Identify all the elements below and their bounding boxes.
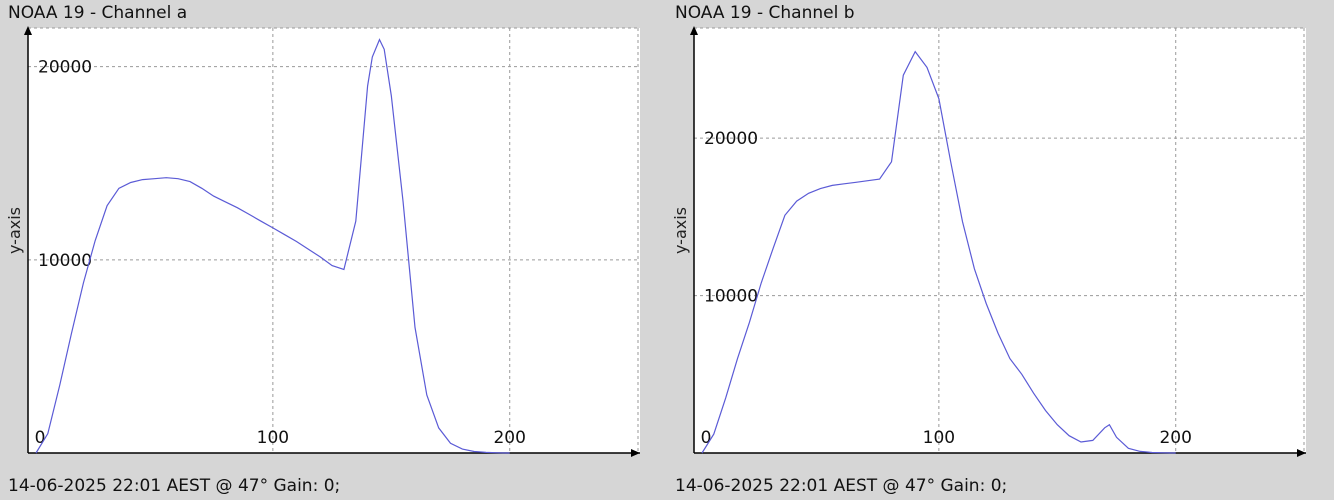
y-axis-arrow	[24, 26, 32, 35]
plot-area	[28, 28, 640, 453]
x-tick-label: 0	[701, 428, 712, 448]
plot-area	[694, 28, 1306, 453]
x-axis-arrow	[1297, 449, 1306, 457]
status-footer: 14-06-2025 22:01 AEST @ 47° Gain: 0;	[675, 476, 1008, 496]
chart-title: NOAA 19 - Channel b	[675, 3, 855, 23]
chart-plot-channel-b: 0 100 200 10000 20000 y-axis	[671, 26, 1306, 457]
y-axis-arrow	[690, 26, 698, 35]
x-tick-label: 100	[923, 428, 955, 448]
status-footer: 14-06-2025 22:01 AEST @ 47° Gain: 0;	[8, 476, 341, 496]
chart-panel-channel-b: NOAA 19 - Channel b 0 100 200 10000 20000 y-a…	[667, 0, 1334, 500]
y-tick-label: 10000	[704, 287, 758, 307]
chart-panel-channel-a: NOAA 19 - Channel a 0 100 200 10000 20000 y-a…	[5, 3, 640, 496]
series-line	[701, 50, 1176, 454]
x-tick-label: 0	[35, 428, 46, 448]
y-tick-label: 10000	[38, 251, 92, 271]
x-tick-label: 200	[1159, 428, 1191, 448]
y-tick-label: 20000	[38, 58, 92, 78]
x-tick-label: 200	[493, 428, 525, 448]
x-tick-label: 100	[257, 428, 289, 448]
x-axis-arrow	[631, 449, 640, 457]
series-line	[35, 38, 510, 454]
y-axis-label: y-axis	[671, 207, 690, 254]
y-tick-label: 20000	[704, 129, 758, 149]
y-axis-label: y-axis	[5, 207, 24, 254]
chart-plot-channel-a: 0 100 200 10000 20000 y-axis	[5, 26, 640, 457]
chart-title: NOAA 19 - Channel a	[8, 3, 188, 23]
